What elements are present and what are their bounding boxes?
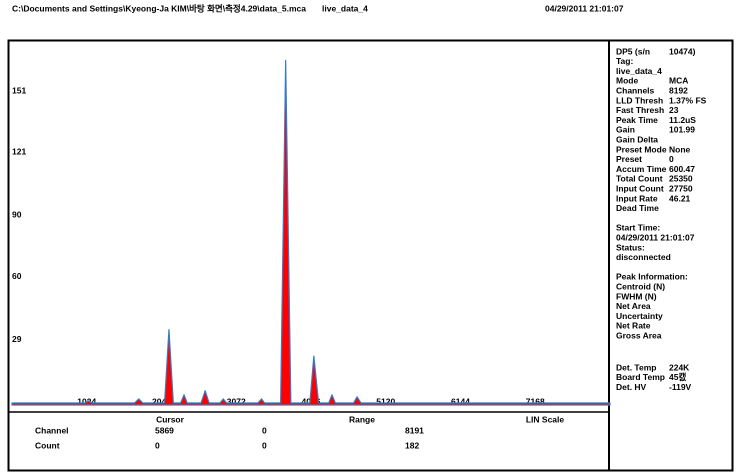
info-value: MCA [669,76,688,86]
info-label: Uncertainty [616,311,663,321]
info-value: 10474) [669,46,696,56]
info-label: Input Rate [616,193,658,203]
info-label: Net Rate [616,321,651,331]
info-value: 8192 [669,85,688,95]
info-value: 1.37% FS [669,95,707,105]
info-label: Start Time: [616,223,660,233]
table-cell: 0 [262,440,267,450]
info-label: DP5 (s/n [616,46,650,56]
info-label: Preset [616,154,642,164]
info-value: 0 [669,154,674,164]
info-label: Preset Mode [616,144,667,154]
info-label: Peak Information: [616,272,688,282]
info-label: Dead Time [616,203,659,213]
table-cell: 0 [262,425,267,435]
table-cell: 182 [405,440,419,450]
info-value: 23 [669,105,679,115]
info-label: Accum Time [616,164,667,174]
y-tick-label: 29 [12,334,22,344]
y-tick-label: 90 [12,210,22,220]
x-tick-label: 7168 [526,396,545,406]
table-cell: 0 [155,440,160,450]
spectrum-area [11,59,611,406]
info-label: live_data_4 [616,66,662,76]
info-value: 224K [669,362,690,372]
info-label: Det. HV [616,382,647,392]
info-label: Total Count [616,174,663,184]
spectrum-plot: 2960901211511024204830724096512061447168 [11,59,611,406]
y-tick-label: 151 [12,85,26,95]
info-value: 46.21 [669,193,691,203]
info-value: 11.2uS [669,115,696,125]
x-tick-label: 6144 [451,396,470,406]
info-value: 600.47 [669,164,695,174]
x-tick-label: 3072 [227,396,246,406]
info-label: Status: [616,242,645,252]
info-value: 27750 [669,183,693,193]
info-label: 04/29/2011 21:01:07 [616,232,695,242]
file-path: C:\Documents and Settings\Kyeong-Ja KIM\… [12,3,306,13]
info-label: LLD Thresh [616,95,663,105]
info-label: Centroid (N) [616,281,665,291]
table-cell: 8191 [405,425,424,435]
y-tick-label: 121 [12,147,26,157]
info-label: Net Area [616,301,651,311]
info-label: Fast Thresh [616,105,664,115]
info-label: Tag: [616,56,633,66]
table-header: Range [349,414,375,424]
info-value: None [669,144,691,154]
table-header: Cursor [156,414,185,424]
info-label: disconnected [616,252,671,262]
cursor-table: Cursor Range LIN Scale Channel 5869 0 8191 Coun… [35,414,564,450]
info-value: -119V [669,382,692,392]
table-row-label: Count [35,440,60,450]
info-value: 45캜 [669,372,686,382]
table-row-label: Channel [35,425,69,435]
frame [7,39,734,472]
x-tick-label: 2048 [152,396,171,406]
info-label: Mode [616,76,638,86]
info-label: Gain Delta [616,134,658,144]
info-value: 101.99 [669,125,695,135]
info-label: Gross Area [616,330,662,340]
info-label: Input Count [616,183,664,193]
info-label: Gain [616,125,635,135]
info-value: 25350 [669,174,693,184]
info-label: Det. Temp [616,362,656,372]
date-time: 04/29/2011 21:01:07 [545,3,624,13]
info-label: FWHM (N) [616,291,657,301]
info-label: Peak Time [616,115,658,125]
table-header: LIN Scale [526,414,565,424]
info-label: Board Temp [616,372,665,382]
data-name: live_data_4 [322,3,368,13]
table-cell: 5869 [155,425,174,435]
x-tick-label: 5120 [376,396,395,406]
info-label: Channels [616,85,655,95]
y-tick-label: 60 [12,271,22,281]
